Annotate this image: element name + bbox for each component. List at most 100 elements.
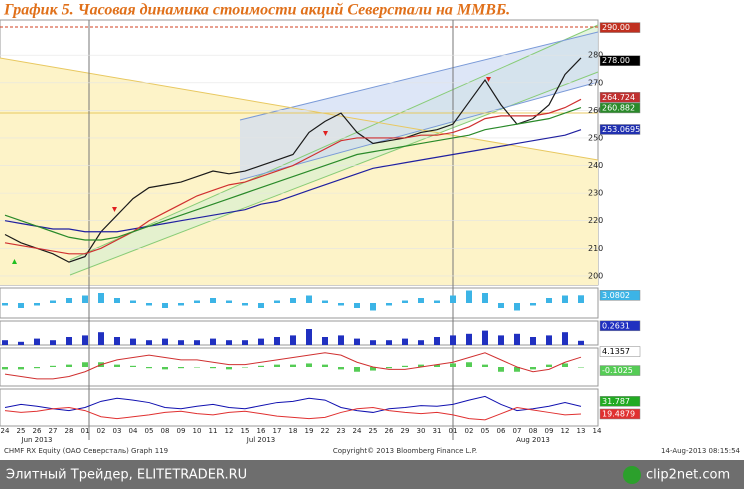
bar	[322, 337, 328, 345]
bar	[482, 330, 488, 345]
x-tick-label: 25	[17, 427, 26, 435]
x-tick-label: 18	[289, 427, 298, 435]
bar	[322, 300, 328, 303]
bar	[418, 340, 424, 345]
bar	[466, 290, 472, 303]
bar	[82, 295, 88, 303]
bar	[530, 303, 536, 306]
bar	[2, 340, 8, 345]
x-tick-label: 22	[321, 427, 330, 435]
bar	[18, 341, 24, 345]
bar	[498, 303, 504, 308]
x-tick-label: 14	[593, 427, 602, 435]
bar	[338, 335, 344, 345]
x-tick-label: 26	[33, 427, 42, 435]
bar	[2, 367, 8, 370]
bar	[130, 365, 136, 367]
bar	[242, 367, 248, 368]
price-tag-label: 4.1357	[602, 347, 630, 356]
bar	[578, 295, 584, 303]
bar	[50, 300, 56, 303]
bar	[146, 303, 152, 306]
bar	[514, 367, 520, 372]
x-tick-label: 01	[449, 427, 458, 435]
series-line	[4, 98, 582, 255]
bar	[306, 295, 312, 303]
y-tick-label: 250	[588, 133, 603, 142]
series-line	[4, 395, 582, 413]
bar	[370, 367, 376, 371]
bar	[274, 300, 280, 303]
y-tick-label: 230	[588, 189, 603, 198]
bar	[386, 340, 392, 345]
x-tick-label: 09	[545, 427, 554, 435]
bar	[546, 335, 552, 345]
bar	[66, 298, 72, 303]
bar	[194, 340, 200, 345]
bar	[162, 338, 168, 345]
bar	[482, 364, 488, 367]
bar	[466, 333, 472, 345]
y-tick-label: 280	[588, 51, 603, 60]
y-tick-label: 200	[588, 271, 603, 280]
bar	[466, 362, 472, 367]
bar	[562, 295, 568, 303]
series-line	[4, 406, 582, 421]
bar	[114, 298, 120, 303]
bar	[226, 367, 232, 370]
price-tag	[599, 365, 641, 376]
bar	[482, 293, 488, 303]
bar	[18, 303, 24, 308]
bar	[130, 300, 136, 303]
x-tick-label: 12	[225, 427, 234, 435]
price-tag-label: 0.2631	[602, 321, 630, 330]
bar	[34, 338, 40, 345]
bar	[178, 367, 184, 369]
bar	[338, 303, 344, 306]
x-tick-label: 25	[369, 427, 378, 435]
bar	[82, 335, 88, 345]
x-tick-label: 17	[273, 427, 282, 435]
bar	[386, 367, 392, 369]
price-tag	[599, 408, 641, 420]
price-tag-label: 19.4879	[602, 409, 635, 418]
panel-frame	[0, 347, 599, 387]
price-tag-label: 290.00	[602, 23, 630, 32]
logo-icon	[623, 466, 641, 484]
bar	[498, 335, 504, 345]
x-tick-label: 19	[305, 427, 314, 435]
x-tick-label: 26	[385, 427, 394, 435]
footer-center: Copyright© 2013 Bloomberg Finance L.P.	[333, 447, 477, 455]
bar	[98, 293, 104, 303]
trend-line	[0, 57, 599, 161]
panel-frame	[0, 320, 599, 346]
bar	[226, 300, 232, 303]
bar	[114, 337, 120, 345]
y-tick-label: 210	[588, 244, 603, 253]
bar	[354, 367, 360, 372]
x-tick-label: 16	[257, 427, 266, 435]
bar	[578, 340, 584, 345]
x-tick-label: 27	[49, 427, 58, 435]
watermark-bar	[0, 460, 744, 489]
price-tag	[599, 320, 641, 332]
x-tick-label: 30	[417, 427, 426, 435]
bar	[178, 340, 184, 345]
chart-title: График 5. Часовая динамика стоимости акц…	[3, 2, 510, 19]
series-line	[4, 107, 582, 241]
bar	[210, 338, 216, 345]
bar	[402, 365, 408, 367]
bar	[578, 367, 584, 368]
x-tick-label: 12	[561, 427, 570, 435]
main-panel	[0, 19, 599, 286]
x-tick-label: 08	[529, 427, 538, 435]
bar	[2, 303, 8, 306]
bar	[194, 367, 200, 368]
bar	[258, 303, 264, 308]
x-tick-label: 02	[465, 427, 474, 435]
bar	[50, 340, 56, 345]
bar	[242, 303, 248, 306]
marker	[112, 207, 117, 212]
x-tick-label: 10	[193, 427, 202, 435]
channel-line	[239, 31, 599, 121]
